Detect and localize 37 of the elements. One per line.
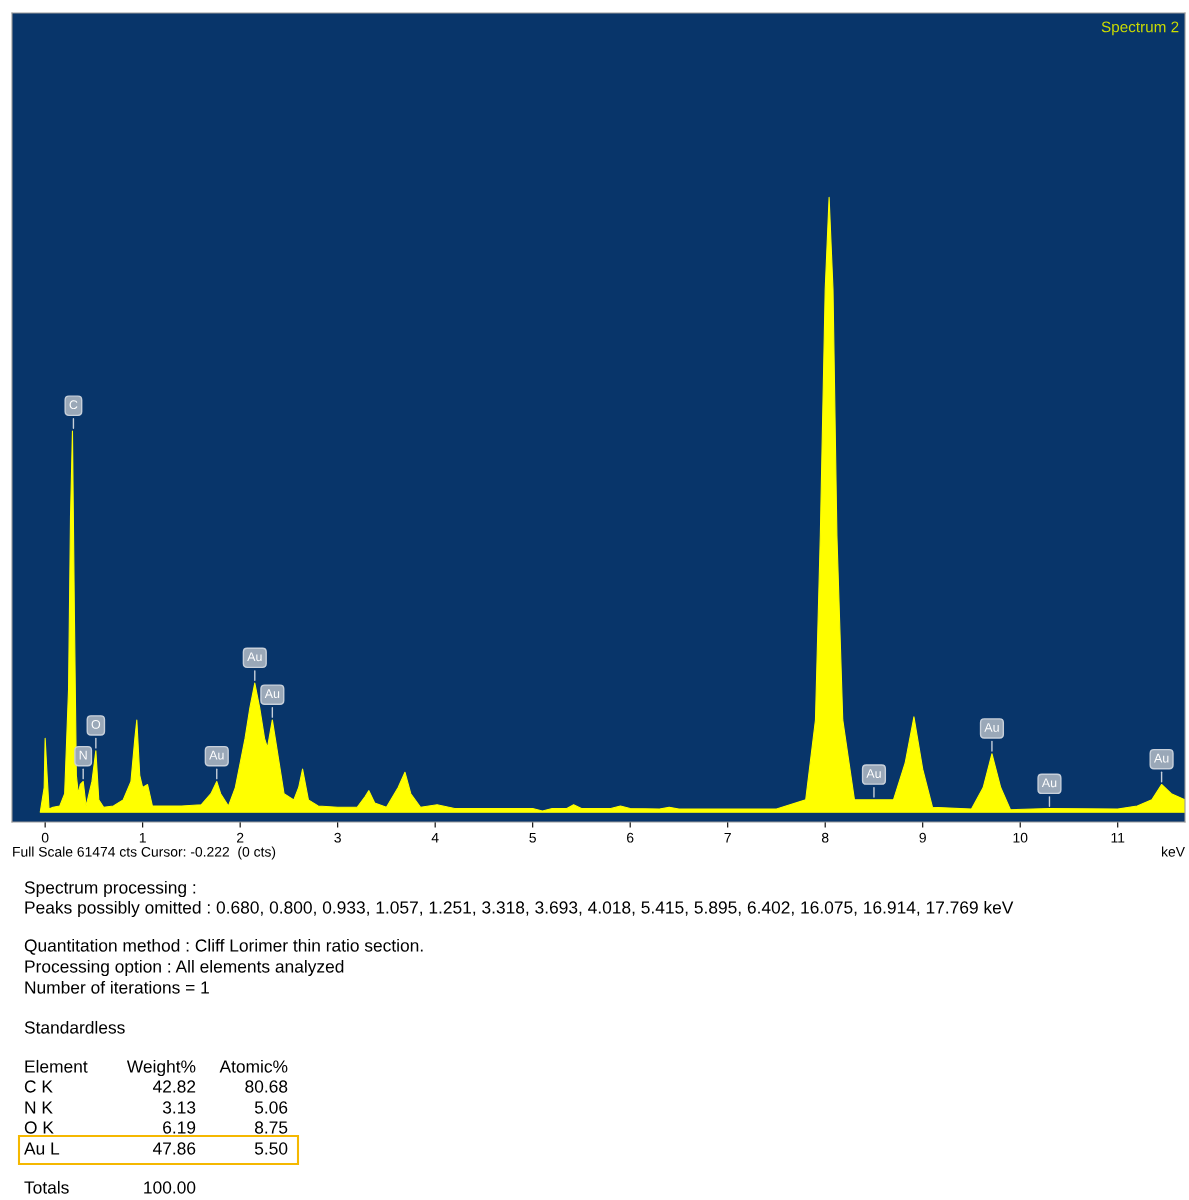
text: C K 42.82 80.68 xyxy=(24,1080,288,1093)
x-tick-label: 11 xyxy=(1111,832,1125,843)
chart-title: Spectrum 2 xyxy=(1101,21,1179,36)
annotation: Au xyxy=(1041,778,1057,788)
text: Quantitation method : Cliff Lorimer thin ratio section. xyxy=(24,938,423,955)
annotation: Au xyxy=(984,723,999,732)
x-tick-label: 1 xyxy=(139,832,146,843)
annotation: C xyxy=(69,400,78,410)
annotation: Au xyxy=(866,769,881,778)
text: Processing option : All elements analyzed xyxy=(25,959,344,977)
x-tick-label: 3 xyxy=(334,832,341,843)
annotation: Au xyxy=(264,689,280,699)
annotation: Au xyxy=(1153,753,1169,763)
x-tick-label: 8 xyxy=(821,832,829,843)
x-tick-label: 9 xyxy=(919,832,926,843)
text: Peaks possibly omitted : 0.680, 0.800, 0.933, 1.057, 1.251, 3.318, 3.693, 4.018, 5.415, 5.895, 6.402, 16.075, 16.914, 17.769 keV xyxy=(25,900,1014,918)
annotation: Au xyxy=(247,652,262,662)
text: Au L 47.86 5.50 xyxy=(24,1142,288,1155)
annotation: Au xyxy=(209,750,224,760)
x-tick-label: 10 xyxy=(1013,832,1028,843)
annotation: O xyxy=(91,719,101,729)
text: Full Scale 61474 cts Cursor: -0.222 (0 cts) xyxy=(13,846,276,860)
x-tick-label: 7 xyxy=(724,832,731,843)
text: Spectrum processing : xyxy=(24,880,196,898)
text: Number of iterations = 1 xyxy=(25,980,209,994)
text: Totals 100.00 xyxy=(24,1180,196,1194)
text: Standardless xyxy=(24,1020,125,1034)
text: Element Weight% Atomic% xyxy=(25,1059,288,1077)
x-tick-label: 6 xyxy=(627,832,634,843)
annotation: N xyxy=(79,750,87,760)
x-tick-label: 2 xyxy=(237,832,244,843)
x-tick-label: 4 xyxy=(431,832,439,843)
x-tick-label: 0 xyxy=(41,832,49,843)
text: O K 6.19 8.75 xyxy=(24,1121,288,1134)
x-axis-title: keV xyxy=(1162,846,1185,857)
text: N K 3.13 5.06 xyxy=(25,1101,288,1114)
x-tick-label: 5 xyxy=(529,832,536,843)
